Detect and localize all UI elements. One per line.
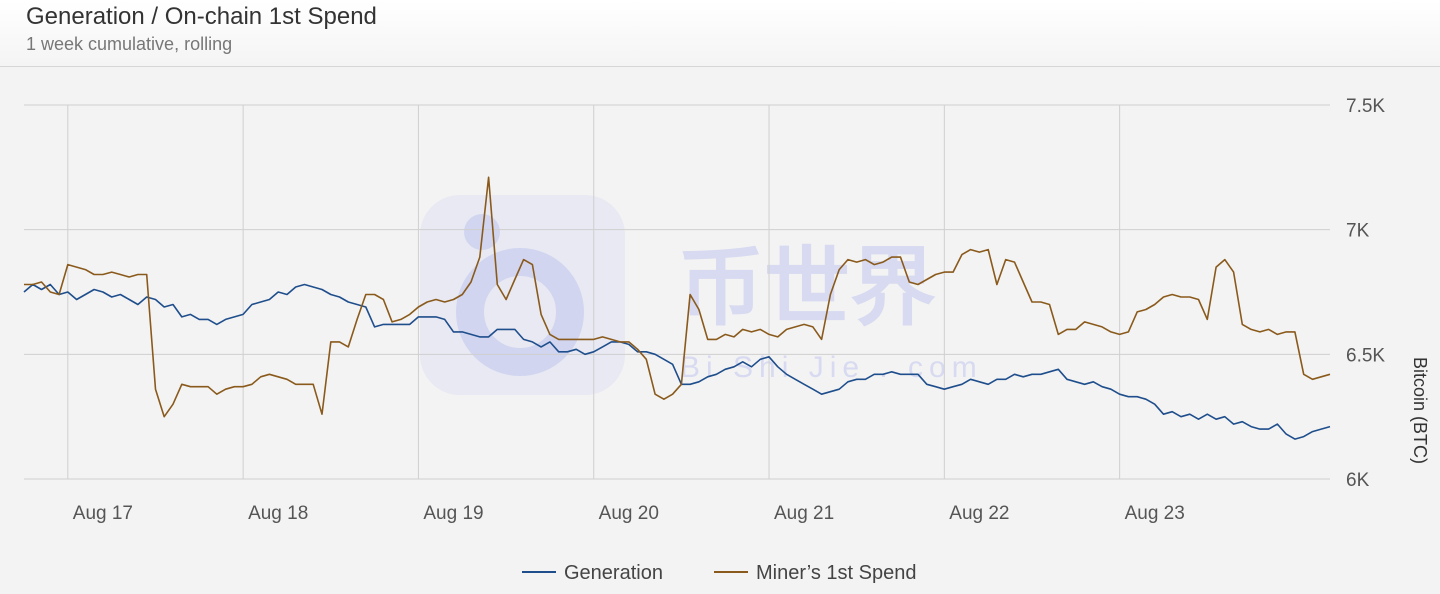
chart-title: Generation / On-chain 1st Spend — [26, 3, 377, 30]
series-lines — [23, 176, 1331, 440]
series-line-generation — [23, 283, 1331, 440]
chart-header: Generation / On-chain 1st Spend 1 week c… — [0, 0, 1440, 67]
legend-label-0[interactable]: Generation — [564, 562, 663, 584]
chart-panel: 币世界 Bi Shi Jie . com 6K 6.5K 7K 7.5K Aug 17… — [0, 67, 1440, 594]
watermark-logo-box — [420, 195, 625, 395]
y-axis-ticks: 6K 6.5K 7K 7.5K — [1346, 96, 1385, 491]
legend-label-1[interactable]: Miner’s 1st Spend — [756, 562, 916, 584]
y-tick-label-0: 6K — [1346, 470, 1370, 491]
chart-subtitle: 1 week cumulative, rolling — [26, 34, 233, 54]
x-tick-label-3: Aug 20 — [599, 503, 659, 524]
x-tick-label-2: Aug 19 — [423, 503, 483, 524]
watermark-logo-ring — [456, 248, 584, 376]
x-tick-label-1: Aug 18 — [248, 503, 308, 524]
y-tick-label-1: 6.5K — [1346, 345, 1385, 366]
x-tick-label-6: Aug 23 — [1125, 503, 1185, 524]
watermark-subtext: Bi Shi Jie . com — [680, 351, 983, 384]
watermark-text: 币世界 — [678, 240, 936, 336]
y-tick-label-3: 7.5K — [1346, 96, 1385, 117]
watermark: 币世界 Bi Shi Jie . com — [420, 195, 983, 395]
x-tick-label-0: Aug 17 — [73, 503, 133, 524]
series-line-miners-1st-spend — [24, 176, 1331, 418]
y-tick-label-2: 7K — [1346, 221, 1370, 242]
x-tick-label-5: Aug 22 — [949, 503, 1009, 524]
x-axis-ticks: Aug 17 Aug 18 Aug 19 Aug 20 Aug 21 Aug 22 Aug … — [73, 503, 1185, 524]
legend: Generation Miner’s 1st Spend — [522, 562, 916, 584]
y-axis-label: Bitcoin (BTC) — [1410, 357, 1430, 464]
grid — [24, 104, 1330, 480]
x-tick-label-4: Aug 21 — [774, 503, 834, 524]
line-chart: 币世界 Bi Shi Jie . com 6K 6.5K 7K 7.5K Aug 17… — [23, 96, 1430, 584]
